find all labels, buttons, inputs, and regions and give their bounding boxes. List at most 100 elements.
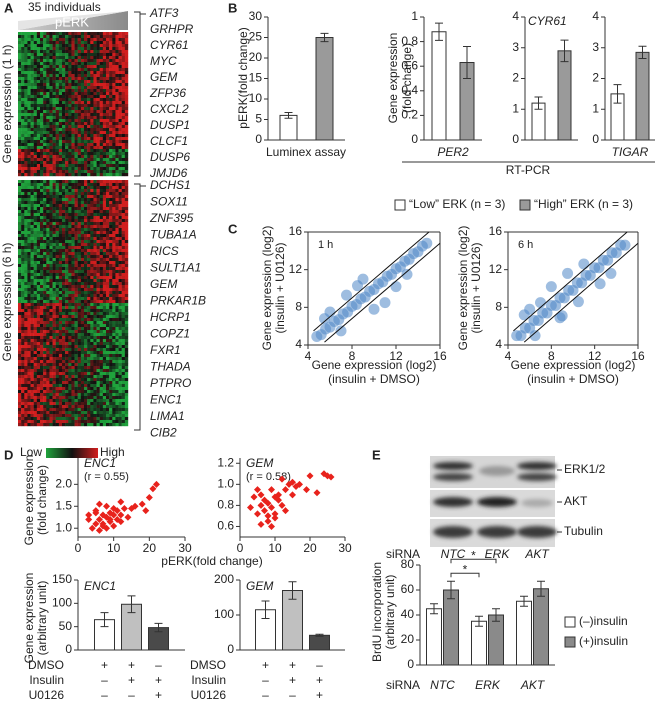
heatmap-cell <box>112 234 116 238</box>
heatmap-cell <box>71 378 75 382</box>
heatmap-cell <box>77 195 82 199</box>
heatmap-cell <box>46 116 50 120</box>
heatmap-cell <box>80 246 85 250</box>
heatmap-cell <box>40 219 44 223</box>
heatmap-cell <box>109 204 113 208</box>
heatmap-cell <box>74 140 78 144</box>
heatmap-cell <box>84 149 88 153</box>
heatmap-cell <box>30 279 34 283</box>
heatmap-cell <box>96 173 100 177</box>
heatmap-cell <box>18 161 22 165</box>
heatmap-cell <box>115 252 119 256</box>
heatmap-cell <box>84 95 88 99</box>
heatmap-cell <box>87 89 91 93</box>
heatmap-cell <box>30 240 34 244</box>
heatmap-cell <box>77 152 82 156</box>
heatmap-cell <box>24 363 28 367</box>
heatmap-cell <box>27 372 31 376</box>
category-label: TIGAR <box>612 145 649 159</box>
y-tick-label: 20 <box>249 50 263 64</box>
heatmap-cell <box>40 378 44 382</box>
heatmap-cell <box>24 83 28 87</box>
heatmap-cell <box>90 98 94 102</box>
heatmap-cell <box>27 170 31 174</box>
point <box>319 313 330 325</box>
heatmap-cell <box>124 173 129 177</box>
heatmap-cell <box>90 240 94 244</box>
heatmap-cell <box>80 228 85 232</box>
heatmap-cell <box>90 264 94 268</box>
heatmap-cell <box>43 261 47 265</box>
heatmap-cell <box>65 204 69 208</box>
heatmap-cell <box>27 339 31 343</box>
heatmap-cell <box>36 384 41 388</box>
heatmap-cell <box>33 68 38 72</box>
heatmap-cell <box>68 237 72 241</box>
heatmap-cell <box>46 381 50 385</box>
heatmap-cell <box>40 131 44 135</box>
heatmap-cell <box>27 231 31 235</box>
heatmap-cell <box>36 273 41 277</box>
heatmap-cell <box>109 119 113 123</box>
heatmap-cell <box>30 348 34 352</box>
heatmap-cell <box>90 243 94 247</box>
heatmap-cell <box>74 378 78 382</box>
heatmap-cell <box>118 207 122 211</box>
blot-band <box>477 526 517 538</box>
heatmap-cell <box>62 110 66 114</box>
heatmap-cell <box>46 243 50 247</box>
heatmap-cell <box>21 149 25 153</box>
heatmap-cell <box>84 351 88 355</box>
heatmap-cell <box>68 86 72 90</box>
heatmap-cell <box>93 417 97 421</box>
y-tick-label: 0 <box>65 642 72 656</box>
heatmap-cell <box>93 387 97 391</box>
heatmap-cell <box>77 288 82 292</box>
heatmap-cell <box>36 381 41 385</box>
heatmap-cell <box>84 411 88 415</box>
heatmap-cell <box>55 339 60 343</box>
heatmap-cell <box>27 216 31 220</box>
heatmap-cell <box>71 306 75 310</box>
heatmap-cell <box>102 113 107 117</box>
heatmap-cell <box>124 387 129 391</box>
heatmap-cell <box>58 134 63 138</box>
heatmap-cell <box>71 372 75 376</box>
heatmap-cell <box>40 86 44 90</box>
heatmap-cell <box>96 204 100 208</box>
heatmap-cell <box>58 381 63 385</box>
heatmap-cell <box>77 294 82 298</box>
heatmap-cell <box>55 65 60 69</box>
heatmap-cell <box>102 351 107 355</box>
heatmap-cell <box>43 134 47 138</box>
heatmap-cell <box>52 300 56 304</box>
gene-label: CLCF1 <box>150 134 188 148</box>
heatmap-cell <box>24 342 28 346</box>
heatmap-cell <box>112 173 116 177</box>
heatmap-cell <box>46 354 50 358</box>
heatmap-cell <box>30 258 34 262</box>
heatmap-cell <box>21 74 25 78</box>
heatmap-cell <box>65 119 69 123</box>
annotation: (r = 0.55) <box>84 471 129 483</box>
heatmap-cell <box>30 80 34 84</box>
heatmap-cell <box>62 306 66 310</box>
heatmap-cell <box>24 315 28 319</box>
heatmap-cell <box>18 219 22 223</box>
heatmap-cell <box>87 140 91 144</box>
heatmap-cell <box>18 420 22 424</box>
heatmap-cell <box>55 420 60 424</box>
heatmap-cell <box>112 270 116 274</box>
heatmap-cell <box>87 384 91 388</box>
heatmap-cell <box>93 116 97 120</box>
heatmap-cell <box>121 62 126 66</box>
heatmap-cell <box>112 342 116 346</box>
heatmap-cell <box>121 351 126 355</box>
heatmap-cell <box>118 164 122 168</box>
heatmap-cell <box>87 68 91 72</box>
heatmap-cell <box>115 390 119 394</box>
heatmap-cell <box>77 186 82 190</box>
heatmap-cell <box>30 92 34 96</box>
heatmap-cell <box>74 399 78 403</box>
heatmap-cell <box>24 294 28 298</box>
